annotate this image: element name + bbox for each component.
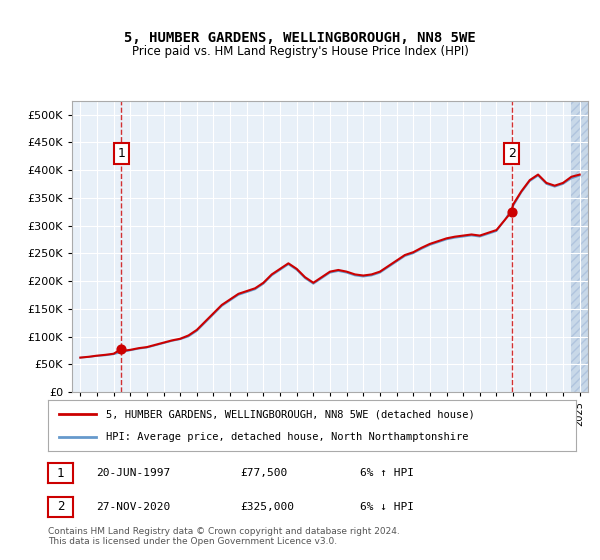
Text: Contains HM Land Registry data © Crown copyright and database right 2024.
This d: Contains HM Land Registry data © Crown c… — [48, 526, 400, 546]
Point — [507, 207, 517, 216]
Text: 20-JUN-1997: 20-JUN-1997 — [96, 468, 170, 478]
Text: Price paid vs. HM Land Registry's House Price Index (HPI): Price paid vs. HM Land Registry's House … — [131, 45, 469, 58]
Text: £77,500: £77,500 — [240, 468, 287, 478]
Bar — [571, 101, 588, 392]
Text: 6% ↑ HPI: 6% ↑ HPI — [360, 468, 414, 478]
Text: 27-NOV-2020: 27-NOV-2020 — [96, 502, 170, 512]
Text: 1: 1 — [118, 147, 125, 160]
Text: 5, HUMBER GARDENS, WELLINGBOROUGH, NN8 5WE (detached house): 5, HUMBER GARDENS, WELLINGBOROUGH, NN8 5… — [106, 409, 475, 419]
Text: 5, HUMBER GARDENS, WELLINGBOROUGH, NN8 5WE: 5, HUMBER GARDENS, WELLINGBOROUGH, NN8 5… — [124, 31, 476, 45]
Text: HPI: Average price, detached house, North Northamptonshire: HPI: Average price, detached house, Nort… — [106, 432, 469, 442]
Text: £325,000: £325,000 — [240, 502, 294, 512]
Point — [116, 344, 126, 353]
Text: 1: 1 — [57, 466, 64, 480]
Text: 6% ↓ HPI: 6% ↓ HPI — [360, 502, 414, 512]
Text: 2: 2 — [508, 147, 515, 160]
Text: 2: 2 — [57, 500, 64, 514]
